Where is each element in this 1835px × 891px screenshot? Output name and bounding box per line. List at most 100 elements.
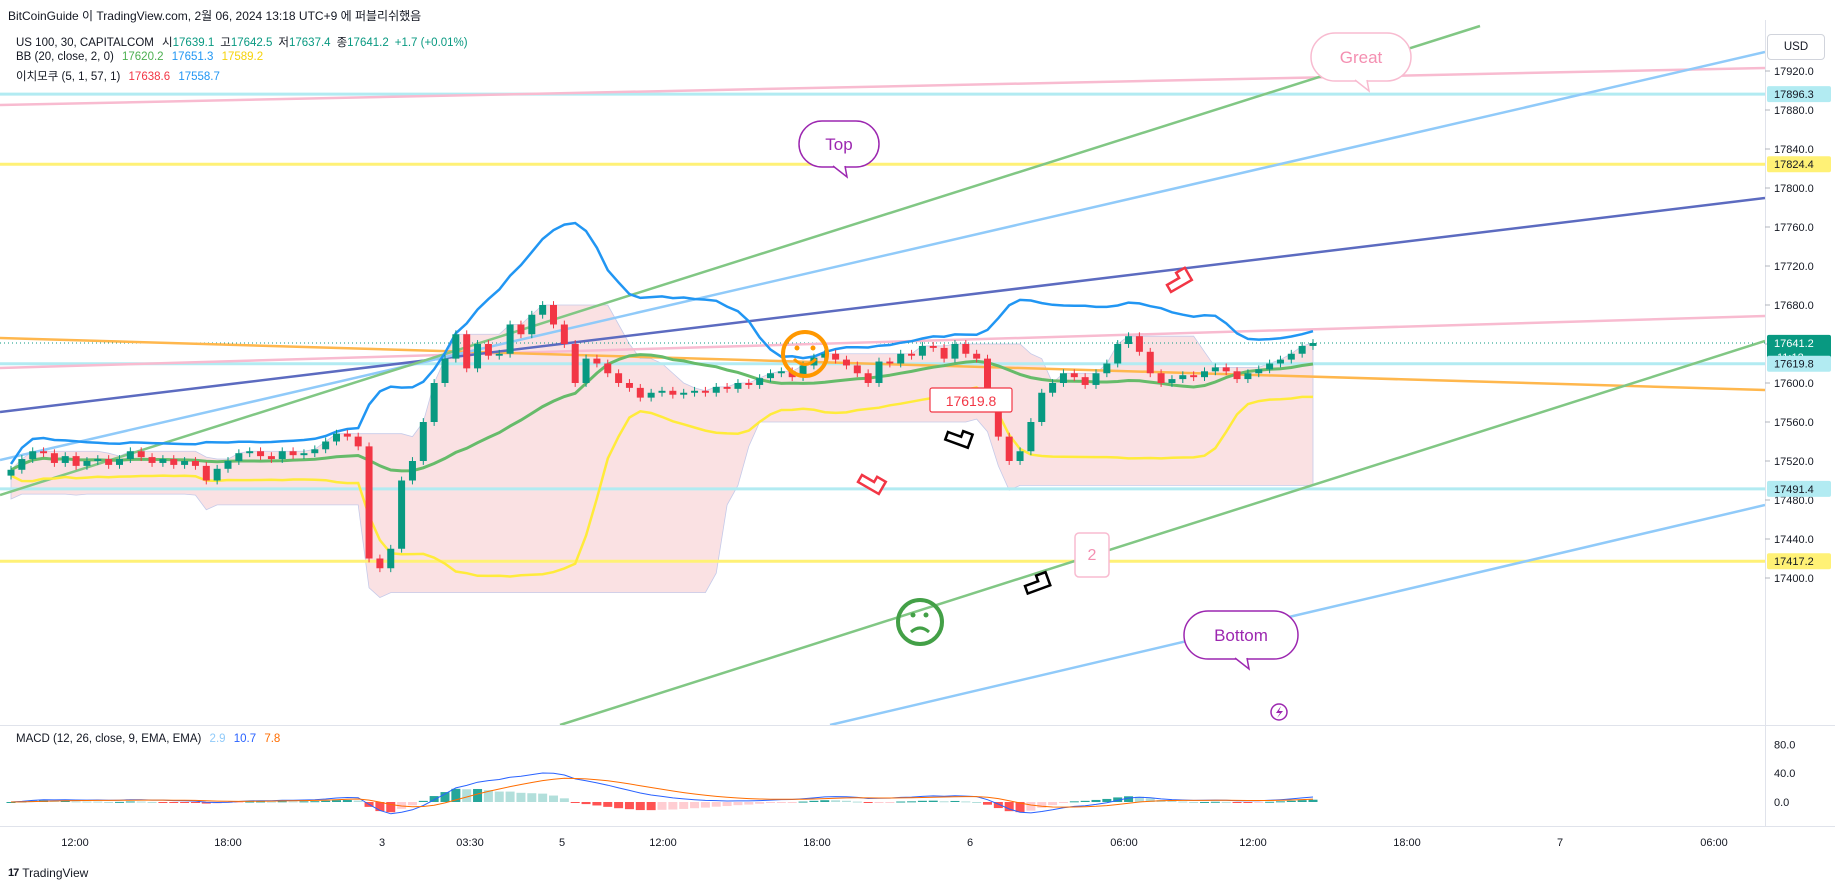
candle-body xyxy=(495,353,503,356)
macd-histogram-bar xyxy=(418,800,428,802)
time-tick-label: 7 xyxy=(1557,837,1563,849)
macd-histogram-bar xyxy=(266,801,276,803)
lightning-icon xyxy=(1270,703,1288,721)
price-label-text: 17896.3 xyxy=(1774,89,1814,101)
ichimoku-a-value: 17638.6 xyxy=(128,71,171,83)
macd-histogram-bar xyxy=(711,802,721,807)
macd-histogram-bar xyxy=(82,801,92,803)
candle-body xyxy=(1016,451,1024,461)
time-tick-label: 18:00 xyxy=(1393,837,1421,849)
macd-histogram-bar xyxy=(1113,797,1123,802)
macd-histogram-bar xyxy=(201,802,211,804)
candle-body xyxy=(582,358,590,383)
candle-body xyxy=(1135,336,1143,352)
macd-pane: 80.0 40.0 0.0 xyxy=(6,739,1795,815)
candle-body xyxy=(343,433,351,437)
macd-histogram-bar xyxy=(136,801,146,803)
macd-histogram-bar xyxy=(190,802,200,803)
top-label: Top xyxy=(825,135,852,154)
macd-legend[interactable]: MACD (12, 26, close, 9, EMA, EMA) 2.9 10… xyxy=(16,733,285,745)
candle-body xyxy=(322,441,330,450)
candle-body xyxy=(1092,373,1100,385)
time-tick-label: 6 xyxy=(967,837,973,849)
smiley-eye-icon xyxy=(810,345,816,351)
candle-body xyxy=(1298,345,1306,354)
macd-histogram-bar xyxy=(581,802,591,805)
candle-body xyxy=(1266,363,1274,370)
macd-histogram-bar xyxy=(972,801,982,803)
candle-body xyxy=(474,344,482,369)
currency-button[interactable]: USD xyxy=(1767,34,1825,60)
macd-histogram-bar xyxy=(1254,802,1264,803)
macd-histogram-bar xyxy=(1048,802,1058,806)
candle-body xyxy=(615,373,623,383)
macd-histogram-bar xyxy=(939,801,949,803)
candle-body xyxy=(593,358,601,364)
candle-body xyxy=(539,305,547,315)
macd-histogram-bar xyxy=(342,800,352,802)
macd-histogram-bar xyxy=(1178,801,1188,803)
macd-histogram-bar xyxy=(1145,798,1155,802)
tradingview-brand-text: TradingView xyxy=(22,866,89,880)
time-tick-label: 18:00 xyxy=(214,837,242,849)
candle-body xyxy=(1168,379,1176,383)
trend-line xyxy=(0,196,1765,414)
candle-body xyxy=(734,383,742,389)
time-tick-label: 12:00 xyxy=(1239,837,1267,849)
trend-line xyxy=(0,66,1765,107)
bottom-tail xyxy=(1234,657,1251,671)
price-axis: 17920.0 17880.0 17840.0 17800.0 17760.0 17720… xyxy=(1765,66,1831,585)
price-label-box xyxy=(1767,480,1831,497)
macd-histogram-bar xyxy=(907,801,917,803)
time-tick-label: 3 xyxy=(379,837,385,849)
candle-body xyxy=(875,361,883,383)
macd-histogram-bar xyxy=(505,791,515,802)
candle-body xyxy=(278,451,286,460)
macd-histogram-bar xyxy=(158,802,168,803)
bb-upper-value: 17651.3 xyxy=(171,51,214,63)
macd-histogram-bar xyxy=(93,801,103,803)
bb-lower-value: 17589.2 xyxy=(221,51,264,63)
macd-histogram-bar xyxy=(1286,800,1296,802)
macd-histogram-bar xyxy=(1091,799,1101,802)
candle-body xyxy=(29,451,37,460)
macd-histogram-bar xyxy=(1134,796,1144,802)
sad-face-eye-icon xyxy=(910,612,916,618)
macd-histogram-bar xyxy=(234,802,244,803)
price-tick-label: 17600.0 xyxy=(1774,378,1814,390)
macd-histogram-bar xyxy=(245,801,255,803)
candle-body xyxy=(441,358,449,383)
candle-body xyxy=(1005,436,1013,461)
candle-body xyxy=(832,353,840,360)
ichimoku-legend[interactable]: 이치모쿠 (5, 1, 57, 1) 17638.6 17558.7 xyxy=(16,68,225,84)
footer-brand[interactable]: 17 TradingView xyxy=(8,866,88,880)
macd-histogram-bar xyxy=(1080,800,1090,802)
ichimoku-label: 이치모쿠 (5, 1, 57, 1) xyxy=(16,71,121,83)
candle-body xyxy=(897,353,905,364)
candle-body xyxy=(105,459,113,465)
candle-body xyxy=(864,373,872,383)
candle-body xyxy=(7,469,15,476)
macd-histogram-bar xyxy=(961,801,971,803)
candle-body xyxy=(61,456,69,463)
candle-body xyxy=(72,456,80,466)
smiley-eye-icon xyxy=(794,345,800,351)
macd-histogram-bar xyxy=(277,801,287,803)
bb-legend[interactable]: BB (20, close, 2, 0) 17620.2 17651.3 175… xyxy=(16,51,268,63)
macd-histogram-bar xyxy=(635,802,645,811)
macd-histogram-bar xyxy=(353,800,363,802)
candle-body xyxy=(246,451,254,454)
macd-histogram-bar xyxy=(733,802,743,806)
macd-histogram-bar xyxy=(1004,802,1014,812)
candle-body xyxy=(365,446,373,559)
price-tick-label: 17440.0 xyxy=(1774,534,1814,546)
candles xyxy=(7,301,1317,573)
time-tick-label: 03:30 xyxy=(456,837,484,849)
macd-histogram-bar xyxy=(852,801,862,803)
bb-label: BB (20, close, 2, 0) xyxy=(16,51,114,63)
macd-label: MACD (12, 26, close, 9, EMA, EMA) xyxy=(16,733,202,745)
macd-histogram-bar xyxy=(483,790,493,802)
time-axis: 12:00 18:00 3 03:30 5 12:00 18:00 6 06:00 12:00 18… xyxy=(61,837,1728,849)
candle-body xyxy=(1038,392,1046,422)
